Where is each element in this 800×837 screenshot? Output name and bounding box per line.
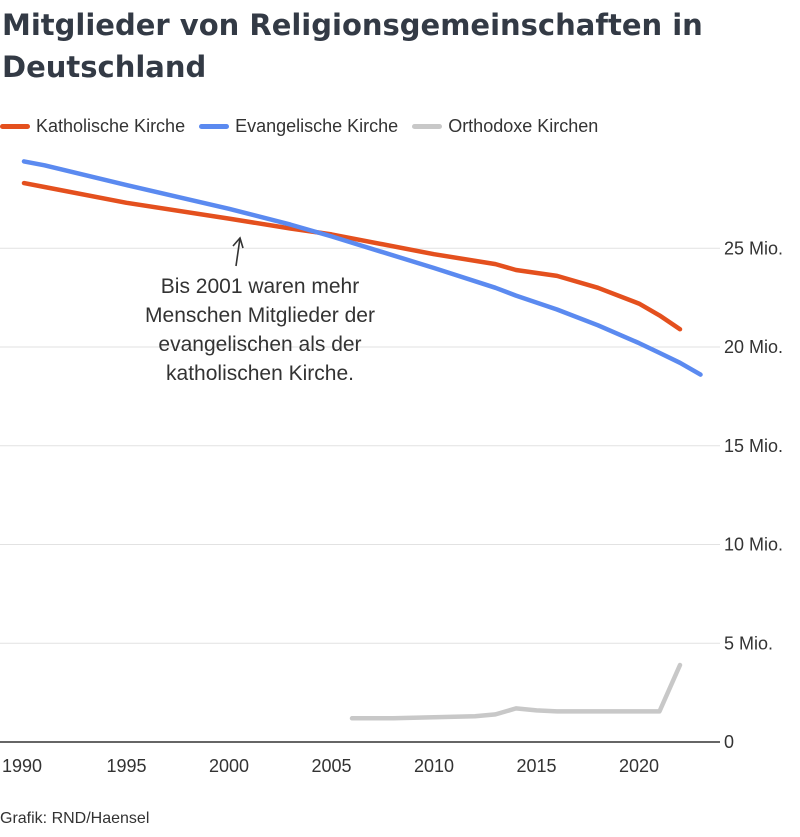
y-tick-label: 15 Mio. xyxy=(724,436,783,456)
x-tick-label: 2000 xyxy=(209,756,249,776)
legend-item-evangelisch: Evangelische Kirche xyxy=(199,116,398,137)
legend-label-evangelisch: Evangelische Kirche xyxy=(235,115,399,136)
y-tick-label: 10 Mio. xyxy=(724,535,783,555)
y-tick-label: 5 Mio. xyxy=(724,633,773,653)
series-line-orthodox xyxy=(349,662,683,721)
legend-swatch-orthodox xyxy=(412,123,443,129)
x-axis-tick-labels: 1990 1995 2000 2005 2010 2015 2020 xyxy=(2,756,659,776)
annotation-arrow xyxy=(232,236,244,267)
y-tick-label: 25 Mio. xyxy=(724,238,783,258)
series-lines xyxy=(21,159,703,721)
source-credit: Grafik: RND/Haensel xyxy=(0,810,150,827)
legend-label-orthodox: Orthodoxe Kirchen xyxy=(448,115,599,136)
x-tick-label: 2005 xyxy=(311,756,351,776)
x-tick-label: 2015 xyxy=(516,756,556,776)
chart-annotation: Bis 2001 waren mehr Menschen Mitglieder … xyxy=(145,275,375,385)
legend-swatch-evangelisch xyxy=(199,123,230,129)
series-line-katholisch xyxy=(21,180,683,332)
legend-label-katholisch: Katholische Kirche xyxy=(36,115,186,136)
y-tick-label: 0 xyxy=(724,732,734,752)
chart-title: Mitglieder von Religionsgemeinschaften i… xyxy=(2,8,703,84)
legend-item-katholisch: Katholische Kirche xyxy=(0,116,185,137)
y-tick-label: 20 Mio. xyxy=(724,337,783,357)
x-tick-label: 2010 xyxy=(414,756,454,776)
y-axis-tick-labels: 0 5 Mio. 10 Mio. 15 Mio. 20 Mio. 25 Mio. xyxy=(724,238,783,752)
series-line-evangelisch xyxy=(21,159,703,377)
legend-swatch-katholisch xyxy=(0,123,30,129)
x-tick-label: 1995 xyxy=(106,756,146,776)
legend: Katholische Kirche Evangelische Kirche O… xyxy=(0,114,612,138)
legend-item-orthodox: Orthodoxe Kirchen xyxy=(412,116,598,137)
x-tick-label: 2020 xyxy=(619,756,659,776)
x-tick-label: 1990 xyxy=(2,756,42,776)
grid-lines xyxy=(0,247,720,743)
